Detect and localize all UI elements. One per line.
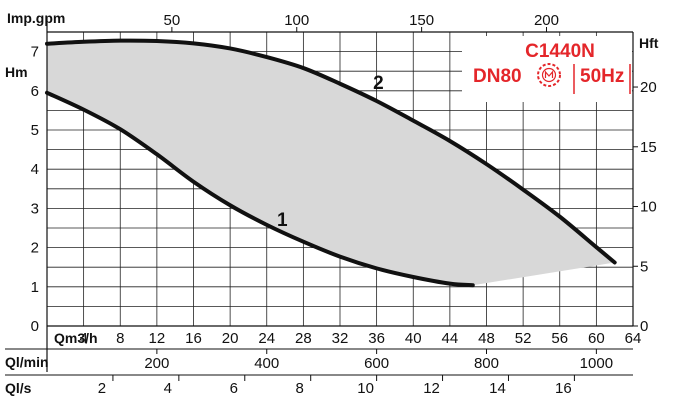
motor-icon-outer-ring	[537, 63, 561, 87]
ls-tick-label: 6	[230, 380, 238, 397]
ls-tick-label: 2	[98, 380, 106, 397]
plot-frame	[5, 18, 634, 376]
hm-axis-label: Hm	[5, 64, 28, 80]
hm-tick-label: 7	[31, 44, 39, 61]
hft-axis-label: Hft	[639, 35, 659, 51]
lmin-tick-label: 200	[144, 355, 169, 372]
m3h-tick-label: 48	[478, 330, 495, 347]
motor-icon	[537, 63, 561, 87]
ls-tick-label: 4	[164, 380, 172, 397]
m3h-tick-label: 44	[442, 330, 459, 347]
lmin-tick-label: 800	[474, 355, 499, 372]
hft-tick-label: 5	[640, 258, 648, 275]
operating-range-area	[47, 40, 615, 286]
impgpm-tick-label: 100	[284, 12, 309, 29]
m3h-tick-label: 40	[405, 330, 422, 347]
m3h-tick-label: 24	[258, 330, 275, 347]
curve-1-line	[45, 90, 475, 288]
m3h-tick-label: 20	[222, 330, 239, 347]
hm-tick-label: 6	[31, 83, 39, 100]
m3h-axis-label: Qm3/h	[54, 330, 98, 346]
ls-tick-label: 14	[489, 380, 506, 397]
hm-tick-label: 4	[31, 161, 39, 178]
performance-curves: 12	[45, 38, 617, 288]
m3h-tick-label: 8	[116, 330, 124, 347]
hm-tick-label: 1	[31, 279, 39, 296]
motor-icon-letter	[544, 70, 554, 78]
ls-axis-label: Ql/s	[5, 380, 32, 396]
m3h-tick-label: 56	[551, 330, 568, 347]
ls-tick-label: 12	[423, 380, 440, 397]
impgpm-tick-label: 150	[409, 12, 434, 29]
hft-tick-label: 15	[640, 139, 657, 156]
hft-tick-label: 20	[640, 79, 657, 96]
m3h-tick-label: 52	[515, 330, 532, 347]
curve-1-label: 1	[277, 210, 288, 231]
ls-tick-label: 10	[357, 380, 374, 397]
hft-tick-label: 0	[640, 318, 648, 335]
m3h-tick-label: 16	[185, 330, 202, 347]
connection-size: DN80	[473, 66, 522, 87]
hm-tick-label: 2	[31, 240, 39, 257]
m3h-tick-label: 64	[625, 330, 642, 347]
m3h-tick-label: 12	[149, 330, 166, 347]
impgpm-tick-label: 200	[534, 12, 559, 29]
m3h-tick-label: 60	[588, 330, 605, 347]
ls-tick-label: 16	[555, 380, 572, 397]
lmin-tick-label: 400	[254, 355, 279, 372]
frequency-label: 50Hz	[580, 66, 624, 87]
motor-icon-inner-ring	[541, 67, 557, 83]
hm-tick-label: 3	[31, 200, 39, 217]
hm-tick-label: 0	[31, 318, 39, 335]
m3h-tick-label: 4	[79, 330, 87, 347]
model-name: C1440N	[525, 41, 595, 62]
lmin-tick-label: 1000	[580, 355, 613, 372]
m3h-tick-label: 36	[368, 330, 385, 347]
curve-2-label: 2	[373, 73, 384, 94]
lmin-axis-label: Ql/min	[5, 354, 49, 370]
curve-2-line	[45, 38, 617, 265]
ls-tick-label: 8	[296, 380, 304, 397]
lmin-tick-label: 600	[364, 355, 389, 372]
m3h-tick-label: 28	[295, 330, 312, 347]
impgpm-axis-label: Imp.gpm	[7, 10, 65, 26]
axis-labels: Imp.gpm Hft Hm Qm3/h Ql/min Ql/s	[5, 10, 659, 396]
m3h-tick-label: 32	[332, 330, 349, 347]
impgpm-tick-label: 50	[164, 12, 181, 29]
hm-tick-label: 5	[31, 122, 39, 139]
hft-tick-label: 10	[640, 199, 657, 216]
